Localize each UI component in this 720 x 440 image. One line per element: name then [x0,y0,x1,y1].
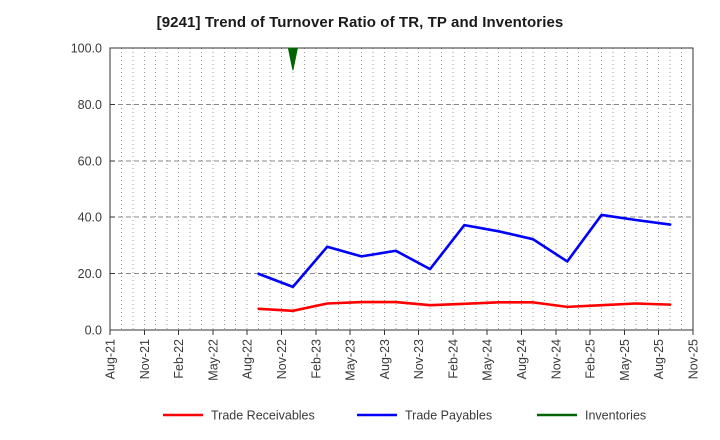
y-tick-label: 80.0 [78,98,102,112]
page-title: [9241] Trend of Turnover Ratio of TR, TP… [156,14,564,31]
y-tick-label: 60.0 [78,154,102,168]
x-tick-label: Aug-25 [652,339,666,379]
x-tick-label: May-25 [618,339,632,381]
x-tick-label: Aug-24 [515,339,529,379]
x-tick-label: Nov-23 [412,339,426,379]
x-axis: Aug-21 Nov-21 Feb-22 May-22 Aug-22 Nov-22 Feb-… [104,330,701,381]
x-tick-label: Nov-22 [275,339,289,379]
series-line-trade-payables [257,213,672,289]
x-tick-label: May-23 [344,339,358,381]
legend-label-trade-payables: Trade Payables [405,409,492,423]
legend: Trade Receivables Trade Payables Inventori… [163,409,646,423]
x-tick-label: Aug-23 [378,339,392,379]
x-tick-label: Nov-21 [138,339,152,379]
x-tick-label: Feb-23 [309,339,323,379]
legend-label-inventories: Inventories [585,409,646,423]
y-tick-label: 0.0 [85,324,102,338]
x-tick-label: Feb-25 [584,339,598,379]
data-series-group [257,47,672,313]
plot-frame [109,47,694,331]
x-tick-label: Feb-24 [446,339,460,379]
series-line-inventories [287,47,299,71]
x-tick-label: May-24 [481,339,495,381]
x-tick-label: Aug-21 [104,339,118,379]
x-tick-label: Feb-22 [172,339,186,379]
horizontal-gridlines [110,103,693,275]
legend-label-trade-receivables: Trade Receivables [211,409,315,423]
vertical-gridlines [120,48,683,330]
y-tick-label: 100.0 [71,42,102,56]
y-axis: 0.0 20.0 40.0 60.0 80.0 100.0 [71,42,115,338]
series-line-trade-receivables [257,300,672,313]
y-tick-label: 20.0 [78,267,102,281]
x-tick-label: Aug-22 [241,339,255,379]
y-tick-label: 40.0 [78,211,102,225]
x-tick-label: Nov-24 [549,339,563,379]
x-tick-label: May-22 [206,339,220,381]
x-tick-label: Nov-25 [687,339,701,379]
